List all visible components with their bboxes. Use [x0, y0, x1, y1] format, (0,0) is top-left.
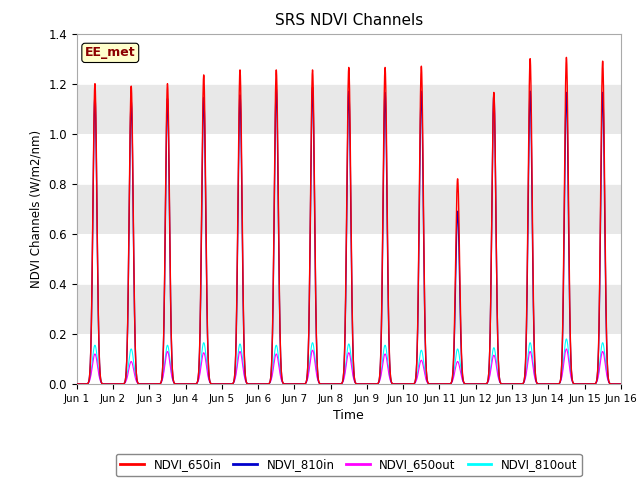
Bar: [77, 34, 621, 84]
Y-axis label: NDVI Channels (W/m2/nm): NDVI Channels (W/m2/nm): [30, 130, 43, 288]
Bar: [77, 334, 621, 384]
X-axis label: Time: Time: [333, 409, 364, 422]
Bar: [77, 234, 621, 284]
Text: EE_met: EE_met: [85, 47, 136, 60]
Legend: NDVI_650in, NDVI_810in, NDVI_650out, NDVI_810out: NDVI_650in, NDVI_810in, NDVI_650out, NDV…: [116, 454, 582, 476]
Bar: [77, 134, 621, 184]
Bar: [77, 84, 621, 134]
Bar: [77, 284, 621, 334]
Bar: [77, 184, 621, 234]
Title: SRS NDVI Channels: SRS NDVI Channels: [275, 13, 423, 28]
